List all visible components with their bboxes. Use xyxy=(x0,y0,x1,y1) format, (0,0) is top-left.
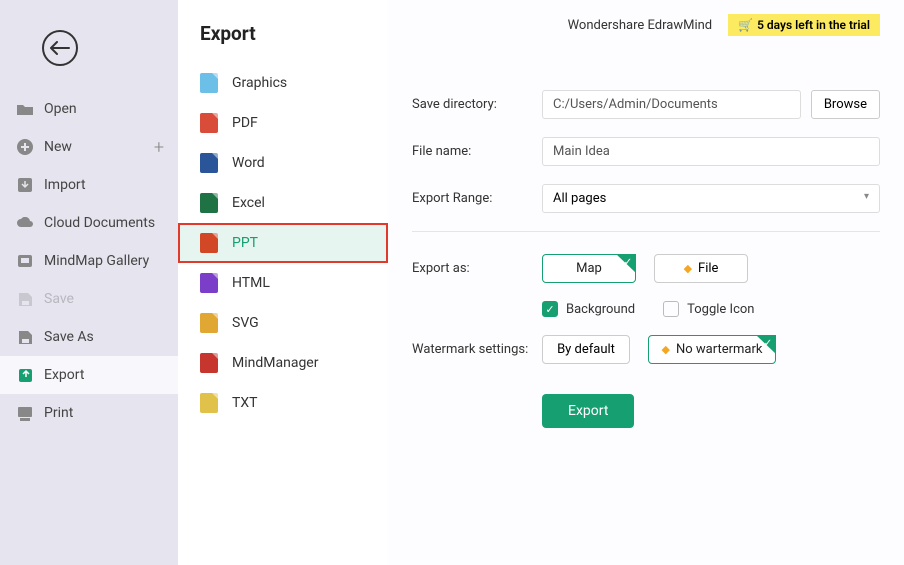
format-label: Word xyxy=(232,155,265,171)
export-as-label: Export as: xyxy=(412,261,542,276)
file-type-icon xyxy=(200,353,218,373)
nav-icon xyxy=(16,290,34,308)
nav-icon xyxy=(16,100,34,118)
divider xyxy=(412,231,880,232)
range-label: Export Range: xyxy=(412,191,542,206)
nav-item-print[interactable]: Print xyxy=(0,394,178,432)
watermark-default[interactable]: By default xyxy=(542,335,630,364)
map-label: Map xyxy=(576,261,602,276)
nav-label: Save xyxy=(44,291,74,307)
file-type-icon xyxy=(200,393,218,413)
format-label: PPT xyxy=(232,235,258,251)
header-bar: Wondershare EdrawMind 🛒 5 days left in t… xyxy=(412,0,880,50)
nav-label: Export xyxy=(44,367,84,383)
file-name-input[interactable] xyxy=(542,137,880,166)
format-pdf[interactable]: PDF xyxy=(178,103,388,143)
nav-item-new[interactable]: New + xyxy=(0,128,178,166)
nav-icon xyxy=(16,138,34,156)
file-type-icon xyxy=(200,193,218,213)
nav-label: New xyxy=(44,139,72,155)
export-panel-title: Export xyxy=(178,22,388,45)
format-mindmanager[interactable]: MindManager xyxy=(178,343,388,383)
file-type-icon xyxy=(200,153,218,173)
arrow-left-icon xyxy=(50,41,70,55)
nav-icon xyxy=(16,214,34,232)
background-checkbox[interactable]: ✓ Background xyxy=(542,301,635,317)
format-excel[interactable]: Excel xyxy=(178,183,388,223)
format-graphics[interactable]: Graphics xyxy=(178,63,388,103)
export-as-file[interactable]: ◆ File xyxy=(654,254,748,283)
nav-item-import[interactable]: Import xyxy=(0,166,178,204)
nav-item-export[interactable]: Export xyxy=(0,356,178,394)
toggle-icon-checkbox[interactable]: Toggle Icon xyxy=(663,301,754,317)
format-html[interactable]: HTML xyxy=(178,263,388,303)
export-as-map[interactable]: Map xyxy=(542,254,636,283)
nav-label: Cloud Documents xyxy=(44,215,155,231)
cart-icon: 🛒 xyxy=(738,18,753,32)
check-icon: ✓ xyxy=(542,301,558,317)
toggle-icon-label: Toggle Icon xyxy=(687,302,754,317)
main-panel: Wondershare EdrawMind 🛒 5 days left in t… xyxy=(388,0,904,565)
nav-icon xyxy=(16,176,34,194)
format-svg[interactable]: SVG xyxy=(178,303,388,343)
format-ppt[interactable]: PPT xyxy=(178,223,388,263)
primary-sidebar: Open New + Import Cloud Documents MindMap Gal… xyxy=(0,0,178,565)
watermark-label: Watermark settings: xyxy=(412,342,542,357)
nav-item-mindmap-gallery[interactable]: MindMap Gallery xyxy=(0,242,178,280)
export-button[interactable]: Export xyxy=(542,394,634,428)
nav-label: Import xyxy=(44,177,86,193)
file-name-label: File name: xyxy=(412,144,542,159)
app-name: Wondershare EdrawMind xyxy=(568,18,713,33)
range-value: All pages xyxy=(553,191,606,206)
format-label: Excel xyxy=(232,195,265,211)
nav-label: Print xyxy=(44,405,73,421)
plus-icon[interactable]: + xyxy=(154,137,164,158)
nav-item-save-as[interactable]: Save As xyxy=(0,318,178,356)
diamond-icon: ◆ xyxy=(662,343,670,356)
checkbox-empty-icon xyxy=(663,301,679,317)
nav-item-save[interactable]: Save xyxy=(0,280,178,318)
format-label: HTML xyxy=(232,275,270,291)
nav-label: Open xyxy=(44,101,77,117)
export-format-panel: Export Graphics PDF Word Excel PPT HTML SVG Min… xyxy=(178,0,388,565)
format-label: MindManager xyxy=(232,355,318,371)
export-form: Save directory: Browse File name: Export… xyxy=(412,90,880,428)
file-type-icon xyxy=(200,113,218,133)
format-label: Graphics xyxy=(232,75,287,91)
file-label: File xyxy=(698,261,718,276)
range-select[interactable]: All pages xyxy=(542,184,880,213)
nav-icon xyxy=(16,404,34,422)
nav-icon xyxy=(16,328,34,346)
wm-none-label: No wartermark xyxy=(676,342,763,357)
save-dir-input[interactable] xyxy=(542,90,801,119)
trial-badge[interactable]: 🛒 5 days left in the trial xyxy=(728,14,880,36)
trial-text: 5 days left in the trial xyxy=(757,18,870,32)
format-label: PDF xyxy=(232,115,258,131)
back-button[interactable] xyxy=(42,30,78,66)
nav-item-cloud-documents[interactable]: Cloud Documents xyxy=(0,204,178,242)
nav-label: Save As xyxy=(44,329,94,345)
format-label: SVG xyxy=(232,315,259,331)
nav-label: MindMap Gallery xyxy=(44,253,149,269)
format-txt[interactable]: TXT xyxy=(178,383,388,423)
format-word[interactable]: Word xyxy=(178,143,388,183)
watermark-none[interactable]: ◆ No wartermark xyxy=(648,335,776,364)
browse-button[interactable]: Browse xyxy=(811,90,880,119)
save-dir-label: Save directory: xyxy=(412,97,542,112)
background-label: Background xyxy=(566,302,635,317)
file-type-icon xyxy=(200,313,218,333)
nav-icon xyxy=(16,252,34,270)
file-type-icon xyxy=(200,273,218,293)
diamond-icon: ◆ xyxy=(684,262,692,275)
nav-item-open[interactable]: Open xyxy=(0,90,178,128)
format-label: TXT xyxy=(232,395,257,411)
wm-default-label: By default xyxy=(557,342,615,357)
file-type-icon xyxy=(200,233,218,253)
nav-icon xyxy=(16,366,34,384)
file-type-icon xyxy=(200,73,218,93)
